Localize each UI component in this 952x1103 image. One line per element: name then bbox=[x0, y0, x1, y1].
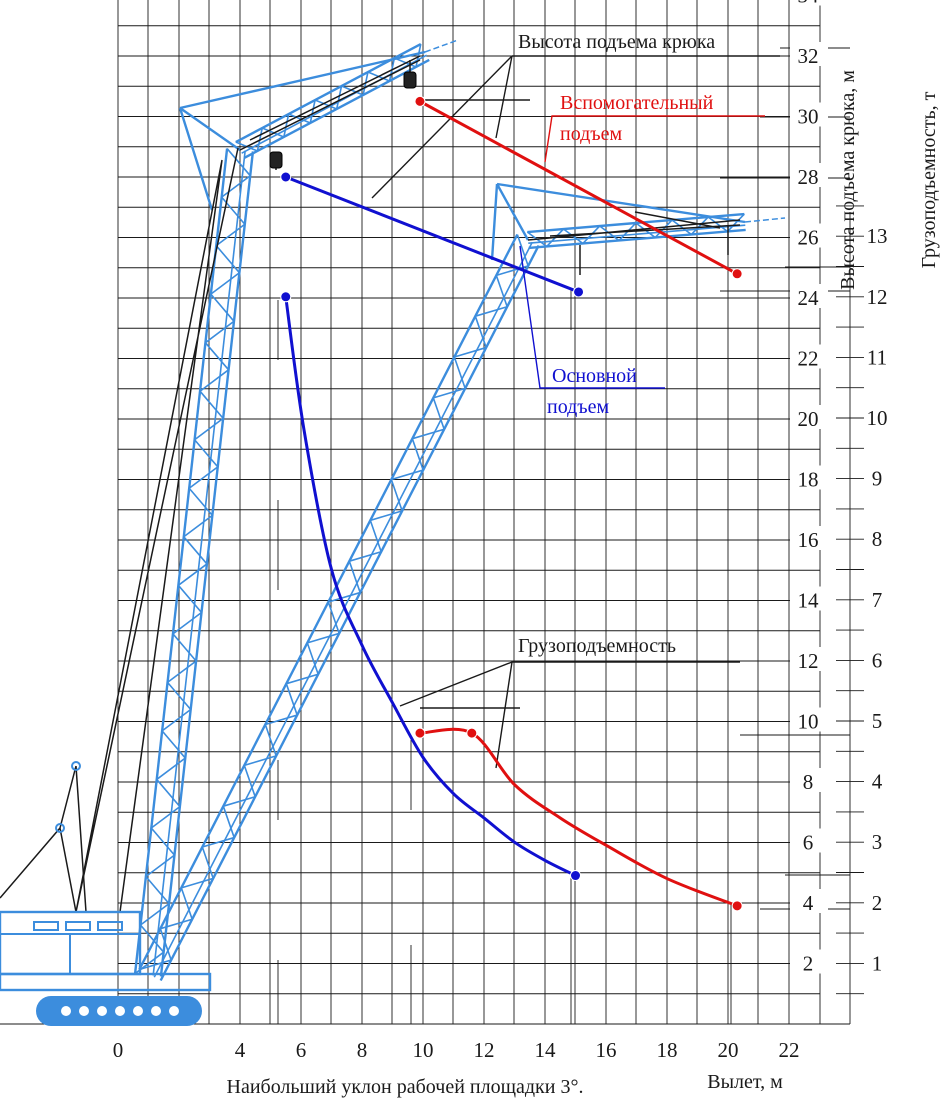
jib-tip-flat bbox=[745, 218, 785, 222]
capacity-tick-label: 3 bbox=[872, 830, 883, 854]
main-boom-steep bbox=[135, 149, 253, 977]
gantry bbox=[0, 766, 86, 912]
cab-window bbox=[66, 922, 90, 930]
x-tick-label: 10 bbox=[413, 1038, 434, 1062]
boom-chord bbox=[528, 225, 745, 243]
capacity-tick-label: 9 bbox=[872, 467, 883, 491]
x-tick-label: 16 bbox=[596, 1038, 617, 1062]
main-hoist-hook-height-line bbox=[286, 177, 579, 292]
series-endpoint bbox=[732, 901, 742, 911]
capacity-tick-label: 2 bbox=[872, 891, 883, 915]
x-tick-label: 18 bbox=[657, 1038, 678, 1062]
capacity-tick-label: 5 bbox=[872, 709, 883, 733]
track-roller bbox=[79, 1006, 89, 1016]
series-endpoint bbox=[574, 287, 584, 297]
boom-chord bbox=[154, 242, 532, 977]
track-roller bbox=[97, 1006, 107, 1016]
capacity-tick-label: 4 bbox=[872, 770, 883, 794]
height-tick-label: 6 bbox=[803, 831, 814, 855]
capacity-tick-label: 11 bbox=[867, 345, 887, 369]
track-roller bbox=[115, 1006, 125, 1016]
main-boom-flat bbox=[139, 235, 538, 981]
capacity-tick-label: 12 bbox=[867, 285, 888, 309]
height-tick-label: 12 bbox=[798, 649, 819, 673]
height-tick-label: 4 bbox=[803, 891, 814, 915]
height-tick-label: 28 bbox=[798, 165, 819, 189]
series-endpoint bbox=[571, 871, 581, 881]
track-roller bbox=[169, 1006, 179, 1016]
track-roller bbox=[61, 1006, 71, 1016]
series-endpoint bbox=[281, 292, 291, 302]
capacity-tick-label: 8 bbox=[872, 527, 883, 551]
height-tick-label: 30 bbox=[798, 105, 819, 129]
capacity-tick-label: 1 bbox=[872, 951, 883, 975]
main-hoist-label-line2: подъем bbox=[547, 396, 610, 418]
x-tick-label: 14 bbox=[535, 1038, 557, 1062]
series-endpoint bbox=[415, 96, 425, 106]
x-tick-label: 4 bbox=[235, 1038, 246, 1062]
chart-marks bbox=[281, 56, 780, 911]
height-tick-label: 16 bbox=[798, 528, 819, 552]
hook-block bbox=[404, 72, 416, 88]
track-roller bbox=[151, 1006, 161, 1016]
main-hoist-label-line1: Основной bbox=[552, 365, 637, 387]
hook-height-label: Высота подъема крюка bbox=[518, 31, 715, 53]
boom-chord bbox=[135, 149, 227, 974]
height-tick-label: 20 bbox=[798, 407, 819, 431]
x-tick-label: 0 bbox=[113, 1038, 124, 1062]
series-endpoint bbox=[415, 728, 425, 738]
track-roller bbox=[133, 1006, 143, 1016]
height-tick-label: 22 bbox=[798, 347, 819, 371]
height-tick-label: 24 bbox=[798, 286, 820, 310]
x-tick-label: 20 bbox=[718, 1038, 739, 1062]
height-tick-label: 18 bbox=[798, 468, 819, 492]
x-tick-label: 12 bbox=[474, 1038, 495, 1062]
aux-hoist-label-line2: подъем bbox=[560, 123, 623, 145]
main-hoist-capacity-line bbox=[286, 297, 576, 876]
height-tick-label: 2 bbox=[803, 952, 814, 976]
chart-grid bbox=[0, 0, 864, 1024]
cab-frame bbox=[0, 934, 140, 974]
series-endpoint bbox=[281, 172, 291, 182]
cab-window bbox=[34, 922, 58, 930]
series-point bbox=[467, 728, 477, 738]
capacity-tick-label: 13 bbox=[867, 224, 888, 248]
x-tick-label: 8 bbox=[357, 1038, 368, 1062]
hook-leader bbox=[496, 56, 512, 138]
capacity-tick-label: 6 bbox=[872, 648, 883, 672]
hook-block bbox=[270, 152, 282, 168]
aux-hoist-label-line1: Вспомогательный bbox=[560, 92, 714, 114]
height-tick-label: 14 bbox=[798, 589, 820, 613]
turntable bbox=[0, 974, 210, 990]
series-endpoint bbox=[732, 269, 742, 279]
boom-chord bbox=[529, 230, 746, 248]
axis-titles: Вылет, м Наибольший уклон рабочей площад… bbox=[227, 70, 940, 1098]
capacity-leader bbox=[400, 662, 512, 706]
boom-lacing bbox=[135, 149, 250, 974]
capacity-label: Грузоподъемность bbox=[518, 635, 676, 657]
callouts: Высота подъема крюка Вспомогательный под… bbox=[518, 31, 715, 657]
height-tick-label: 32 bbox=[798, 44, 819, 68]
height-tick-label: 8 bbox=[803, 770, 814, 794]
height-tick-label: 26 bbox=[798, 226, 819, 250]
height-tick-label: 10 bbox=[798, 710, 819, 734]
x-axis-title: Вылет, м bbox=[707, 1071, 783, 1093]
x-tick-label: 22 bbox=[779, 1038, 800, 1062]
capacity-axis-title: Грузоподъемность, т bbox=[918, 91, 940, 268]
height-tick-label: 34 bbox=[798, 0, 820, 8]
capacity-tick-label: 10 bbox=[867, 406, 888, 430]
slope-note: Наибольший уклон рабочей площадки 3°. bbox=[227, 1076, 584, 1098]
capacity-tick-label: 7 bbox=[872, 588, 883, 612]
x-tick-label: 6 bbox=[296, 1038, 307, 1062]
jib-steep bbox=[236, 44, 429, 158]
height-axis-title: Высота подъема крюка, м bbox=[837, 70, 859, 290]
